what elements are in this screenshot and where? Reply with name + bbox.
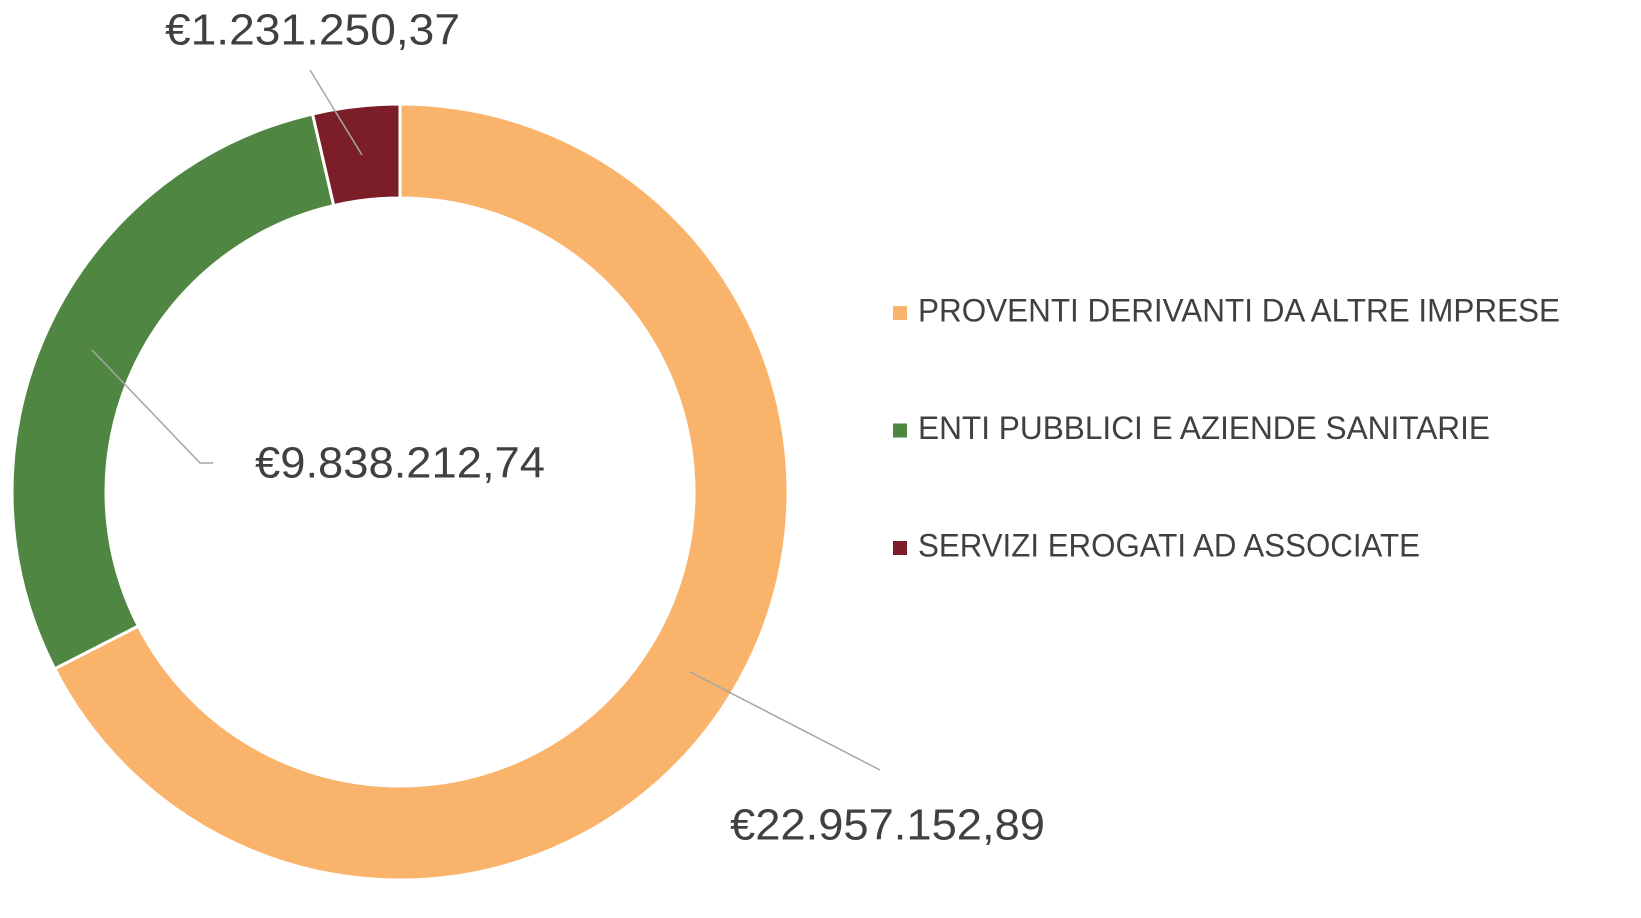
legend-label: SERVIZI EROGATI AD ASSOCIATE	[918, 527, 1420, 563]
data-label: €1.231.250,37	[165, 6, 460, 55]
legend-swatch	[893, 541, 907, 555]
leader-line	[689, 671, 881, 771]
donut-slice	[10, 112, 336, 671]
legend-label: PROVENTI DERIVANTI DA ALTRE IMPRESE	[918, 292, 1560, 328]
legend-label: ENTI PUBBLICI E AZIENDE SANITARIE	[918, 410, 1490, 446]
data-label: €22.957.152,89	[730, 801, 1045, 850]
legend-swatch	[893, 423, 907, 438]
data-label: €9.838.212,74	[255, 439, 545, 488]
leader-line	[91, 349, 213, 464]
leader-line	[309, 69, 363, 156]
donut-slice	[52, 102, 790, 882]
legend-swatch	[893, 306, 907, 320]
donut-slice	[310, 102, 402, 208]
